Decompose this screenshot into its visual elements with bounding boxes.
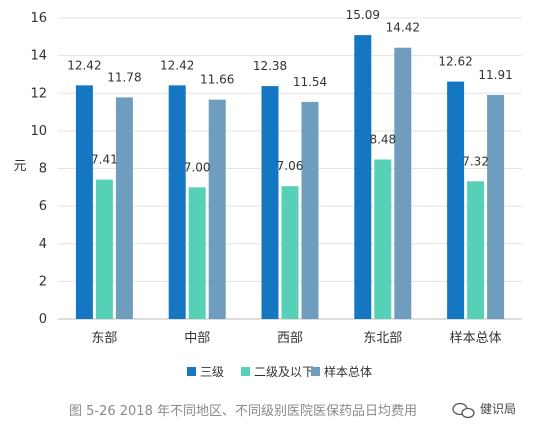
y-tick-label: 12 <box>30 86 47 101</box>
y-axis-label: 元 <box>13 159 26 174</box>
legend-label: 样本总体 <box>324 364 372 379</box>
legend-swatch <box>187 367 196 376</box>
x-axis-categories: 东部 中部 西部 东北部 样本总体 <box>91 331 501 346</box>
legend-swatch <box>241 367 250 376</box>
bar <box>374 159 392 319</box>
data-label: 12.42 <box>160 58 194 72</box>
bar <box>447 81 465 320</box>
y-tick-label: 10 <box>30 124 47 139</box>
y-tick-label: 8 <box>39 162 47 177</box>
bar <box>467 181 485 319</box>
figure-caption: 图 5-26 2018 年不同地区、不同级别医院医保药品日均费用 <box>69 404 417 419</box>
data-label: 11.91 <box>478 68 512 82</box>
x-category-label: 样本总体 <box>450 331 502 346</box>
bar <box>261 86 279 319</box>
data-label: 14.42 <box>386 21 420 35</box>
data-label: 11.54 <box>293 75 327 89</box>
data-labels: 12.42 7.41 11.78 12.42 7.00 11.66 12.38 7.06 11.… <box>67 8 513 174</box>
legend-label: 三级 <box>200 365 224 379</box>
bar <box>115 97 133 319</box>
y-tick-label: 0 <box>39 312 47 327</box>
y-tick-label: 16 <box>30 11 47 26</box>
bar <box>188 187 206 319</box>
bars <box>75 35 505 320</box>
data-label: 7.41 <box>91 153 118 167</box>
data-label: 7.06 <box>277 159 304 173</box>
data-label: 12.62 <box>438 55 472 69</box>
bar <box>281 186 299 319</box>
data-label: 15.09 <box>346 8 380 22</box>
bar <box>301 101 319 319</box>
data-label: 8.48 <box>369 132 396 146</box>
watermark-text: 健识局 <box>480 402 516 416</box>
bar <box>354 35 372 319</box>
x-category-label: 东部 <box>91 331 117 346</box>
x-category-label: 中部 <box>184 331 210 346</box>
legend: 三级 二级及以下 样本总体 <box>187 364 372 379</box>
y-tick-label: 6 <box>39 199 47 214</box>
wechat-logo-icon <box>452 402 475 419</box>
legend-swatch <box>311 367 320 376</box>
x-category-label: 东北部 <box>363 331 402 346</box>
bar <box>394 47 412 319</box>
data-label: 12.38 <box>253 59 287 73</box>
y-tick-label: 4 <box>39 237 47 252</box>
bar <box>95 179 113 319</box>
y-tick-label: 2 <box>39 274 47 289</box>
y-tick-label: 14 <box>30 49 47 64</box>
y-axis-ticks: 0 2 4 6 8 10 12 14 16 <box>30 11 47 327</box>
data-label: 7.00 <box>184 160 211 174</box>
bar <box>168 85 186 319</box>
bar <box>75 85 93 319</box>
legend-label: 二级及以下 <box>254 365 314 379</box>
data-label: 7.32 <box>462 154 489 168</box>
watermark: 健识局 <box>452 402 516 419</box>
x-category-label: 西部 <box>277 331 303 346</box>
data-label: 11.66 <box>200 73 234 87</box>
grid-lines <box>58 17 522 320</box>
data-label: 12.42 <box>67 58 101 72</box>
bar <box>208 99 226 320</box>
data-label: 11.78 <box>107 70 141 84</box>
bar <box>487 94 505 320</box>
